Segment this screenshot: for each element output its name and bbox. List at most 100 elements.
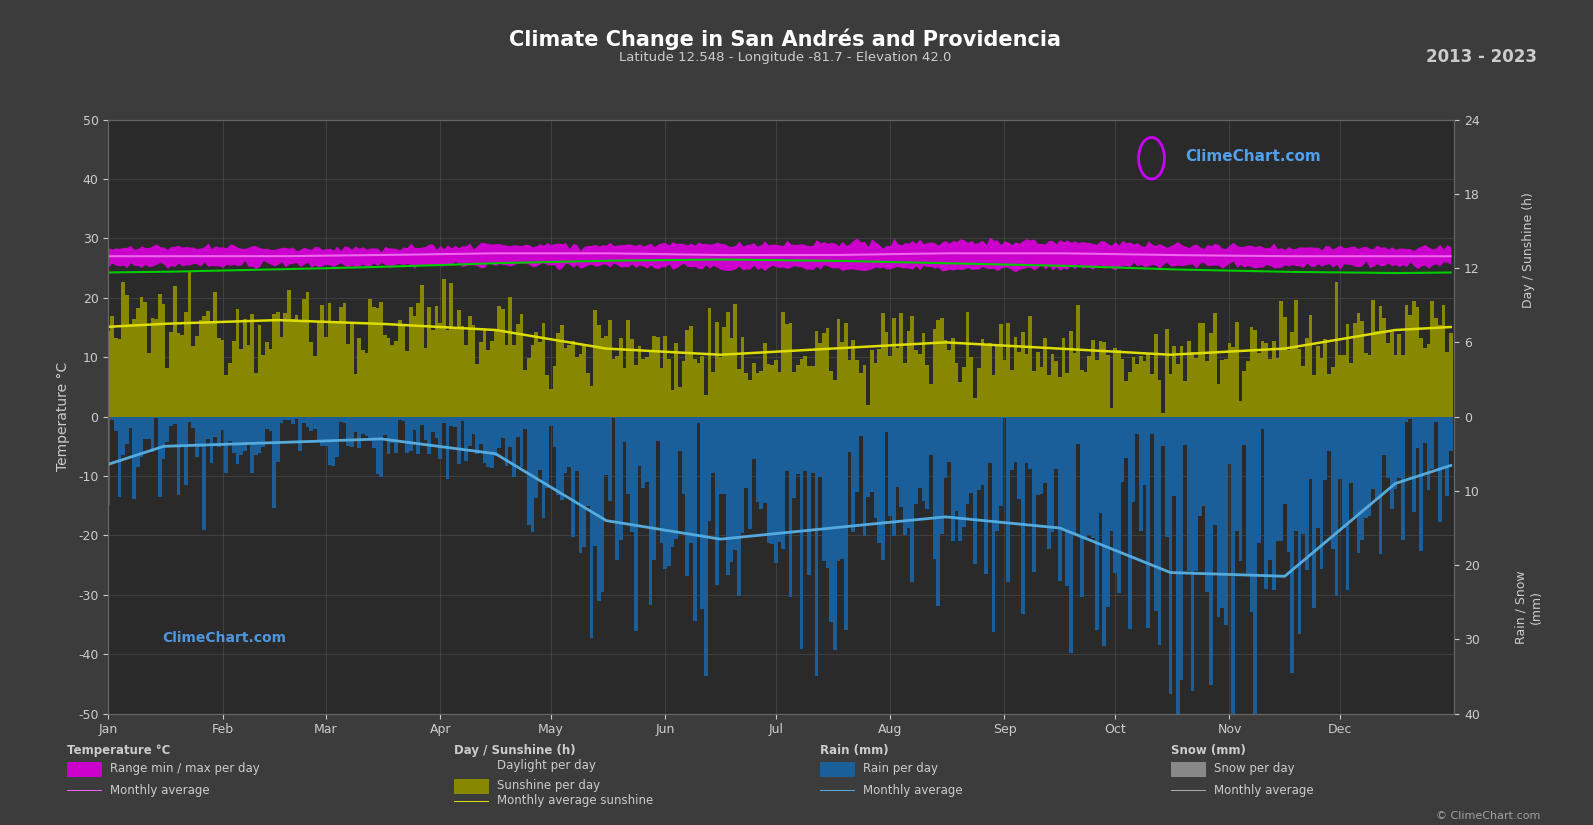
Bar	[1106, 417, 1110, 607]
Bar	[940, 417, 943, 534]
Bar	[578, 354, 581, 417]
Bar	[819, 417, 822, 477]
Bar	[1212, 314, 1217, 417]
Bar	[545, 375, 550, 417]
Bar	[1176, 364, 1180, 417]
Bar	[977, 417, 981, 489]
Bar	[261, 355, 264, 417]
Bar	[188, 417, 191, 422]
Bar	[1394, 417, 1397, 489]
Bar	[140, 417, 143, 457]
Bar	[1279, 301, 1282, 417]
Bar	[911, 316, 914, 417]
Bar	[1223, 360, 1228, 417]
Bar	[1091, 340, 1094, 417]
Bar	[954, 363, 959, 417]
Bar	[1228, 417, 1231, 464]
Bar	[943, 417, 948, 478]
Bar	[199, 417, 202, 447]
Bar	[620, 417, 623, 540]
Bar	[623, 417, 626, 442]
Bar	[320, 417, 323, 446]
Bar	[789, 323, 792, 417]
Bar	[1136, 417, 1139, 434]
Bar	[191, 346, 194, 417]
Bar	[244, 318, 247, 417]
Bar	[726, 417, 730, 574]
Bar	[261, 417, 264, 447]
Bar	[951, 338, 954, 417]
Bar	[376, 309, 379, 417]
Bar	[1313, 417, 1316, 608]
Bar	[460, 326, 464, 417]
Text: 2013 - 2023: 2013 - 2023	[1426, 48, 1537, 66]
Bar	[486, 417, 491, 468]
Bar	[1029, 316, 1032, 417]
Bar	[642, 417, 645, 488]
Bar	[763, 342, 766, 417]
Bar	[671, 417, 674, 547]
Bar	[1338, 355, 1341, 417]
Bar	[1346, 324, 1349, 417]
Bar	[264, 417, 269, 430]
Bar	[1220, 361, 1223, 417]
Bar	[1080, 370, 1083, 417]
Bar	[1375, 417, 1380, 499]
Bar	[1043, 338, 1047, 417]
Bar	[814, 331, 819, 417]
Bar	[129, 417, 132, 428]
Bar	[427, 417, 432, 454]
Bar	[1243, 371, 1246, 417]
Bar	[1083, 372, 1088, 417]
Bar	[194, 336, 199, 417]
Bar	[401, 324, 405, 417]
Bar	[401, 417, 405, 422]
Bar	[718, 357, 722, 417]
Bar	[409, 417, 413, 451]
Bar	[1069, 417, 1072, 653]
Bar	[284, 417, 287, 420]
Bar	[581, 417, 586, 547]
Bar	[892, 318, 895, 417]
Bar	[637, 346, 642, 417]
Bar	[306, 291, 309, 417]
Bar	[696, 363, 701, 417]
Bar	[796, 365, 800, 417]
Bar	[984, 417, 988, 574]
Bar	[387, 338, 390, 417]
Bar	[789, 417, 792, 597]
Bar	[951, 417, 954, 540]
Bar	[642, 359, 645, 417]
Bar	[567, 417, 572, 468]
Bar	[449, 283, 452, 417]
Bar	[432, 417, 435, 432]
Bar	[1364, 417, 1368, 518]
Bar	[1051, 417, 1055, 531]
Bar	[822, 417, 825, 561]
Bar	[873, 363, 878, 417]
Bar	[1254, 417, 1257, 753]
Bar	[929, 417, 932, 455]
Bar	[741, 337, 744, 417]
Bar	[323, 417, 328, 446]
Bar	[342, 417, 346, 423]
Bar	[996, 417, 999, 531]
Bar	[696, 417, 701, 422]
Bar	[970, 417, 973, 493]
Bar	[1018, 417, 1021, 499]
Bar	[1125, 417, 1128, 458]
Bar	[855, 417, 859, 493]
Bar	[107, 417, 110, 505]
Bar	[553, 417, 556, 447]
Bar	[1024, 417, 1029, 463]
Bar	[228, 363, 233, 417]
Bar	[1172, 417, 1176, 496]
Bar	[1066, 417, 1069, 586]
Bar	[373, 417, 376, 448]
Bar	[648, 351, 652, 417]
Bar	[792, 417, 796, 497]
Bar	[1372, 300, 1375, 417]
Bar	[1043, 417, 1047, 483]
Bar	[589, 417, 593, 638]
Bar	[1438, 325, 1442, 417]
